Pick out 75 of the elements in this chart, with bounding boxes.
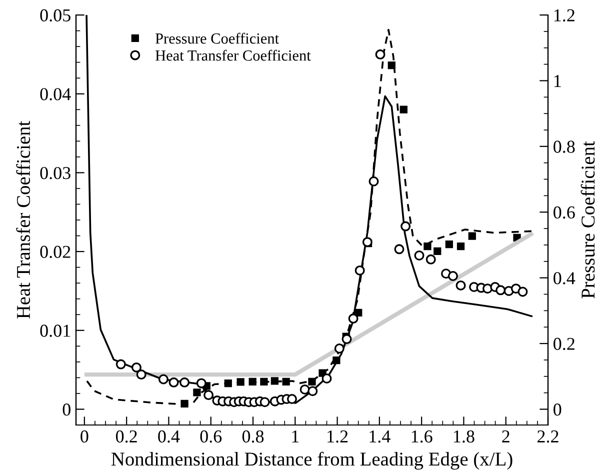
point xyxy=(270,377,279,385)
point xyxy=(496,285,506,296)
point xyxy=(456,242,465,250)
y2-tick-label: 1 xyxy=(554,75,561,87)
point xyxy=(482,284,493,294)
x-tick-label: 1.8 xyxy=(454,430,474,443)
point xyxy=(308,386,318,396)
point xyxy=(375,49,386,60)
point xyxy=(348,314,358,324)
x-tick-label: 1.4 xyxy=(370,430,390,443)
x-tick-label: 1.2 xyxy=(328,430,348,443)
point xyxy=(193,388,201,396)
point xyxy=(394,244,404,254)
point xyxy=(248,378,256,386)
x-tick-label: 0.2 xyxy=(116,430,137,443)
point xyxy=(204,390,214,400)
y2-tick-label: 0.8 xyxy=(554,140,575,153)
y-tick-label: 0.02 xyxy=(40,246,70,258)
point xyxy=(456,280,466,290)
point xyxy=(236,378,244,386)
y-tick-label: 0.03 xyxy=(40,166,70,180)
point xyxy=(260,397,270,408)
point xyxy=(180,400,188,408)
point xyxy=(136,370,146,380)
point xyxy=(116,359,126,370)
y2-tick-label: 0.4 xyxy=(554,272,576,284)
y2-tick-label: 0.6 xyxy=(554,206,575,219)
x-tick-label: 2.2 xyxy=(538,430,558,443)
x-tick-label: 0.8 xyxy=(242,430,264,443)
point xyxy=(448,270,458,281)
point xyxy=(362,237,372,248)
y2-tick-label: 0.2 xyxy=(554,338,574,350)
point xyxy=(224,379,232,388)
point xyxy=(354,265,365,276)
point xyxy=(434,247,442,256)
x-tick-label: 0 xyxy=(80,430,88,443)
x-tick-label: 0.4 xyxy=(158,430,180,443)
x-tick-label: 2 xyxy=(502,430,510,442)
point xyxy=(158,374,168,384)
y-tick-label: 0 xyxy=(62,403,70,416)
point xyxy=(445,240,453,248)
point xyxy=(368,176,379,186)
point xyxy=(308,378,316,386)
x-tick-label: 0.6 xyxy=(200,430,222,443)
point xyxy=(260,378,268,386)
point xyxy=(282,378,290,386)
y2-tick-label: 0 xyxy=(554,403,562,416)
point xyxy=(518,286,528,297)
point xyxy=(131,362,142,372)
legend-label: Heat Transfer Coefficient xyxy=(155,50,311,61)
y-axis-title: Heat Transfer Coefficient xyxy=(16,120,30,319)
point xyxy=(286,394,297,404)
point xyxy=(322,373,332,384)
point xyxy=(300,384,310,395)
point xyxy=(400,106,408,114)
y-tick-label: 0.05 xyxy=(40,9,70,22)
point xyxy=(388,61,396,70)
point xyxy=(468,232,476,240)
y-tick-label: 0.04 xyxy=(40,88,71,100)
point xyxy=(180,377,190,388)
point xyxy=(334,344,344,354)
x-axis-title: Nondimensional Distance from Leading Edge (x/L) xyxy=(111,452,512,470)
x-tick-label: 1.6 xyxy=(412,430,432,443)
point xyxy=(342,334,352,344)
x-tick-label: 1 xyxy=(292,430,299,442)
y2-axis-title: Pressure Coefficient xyxy=(580,141,595,298)
point xyxy=(424,242,432,250)
y-tick-label: 0.01 xyxy=(40,324,70,337)
legend-label: Pressure Coefficient xyxy=(155,32,279,44)
y2-tick-label: 1.2 xyxy=(554,9,574,22)
point xyxy=(414,250,424,260)
point xyxy=(400,221,411,232)
point xyxy=(426,254,436,264)
point xyxy=(196,378,206,388)
point xyxy=(168,377,179,388)
